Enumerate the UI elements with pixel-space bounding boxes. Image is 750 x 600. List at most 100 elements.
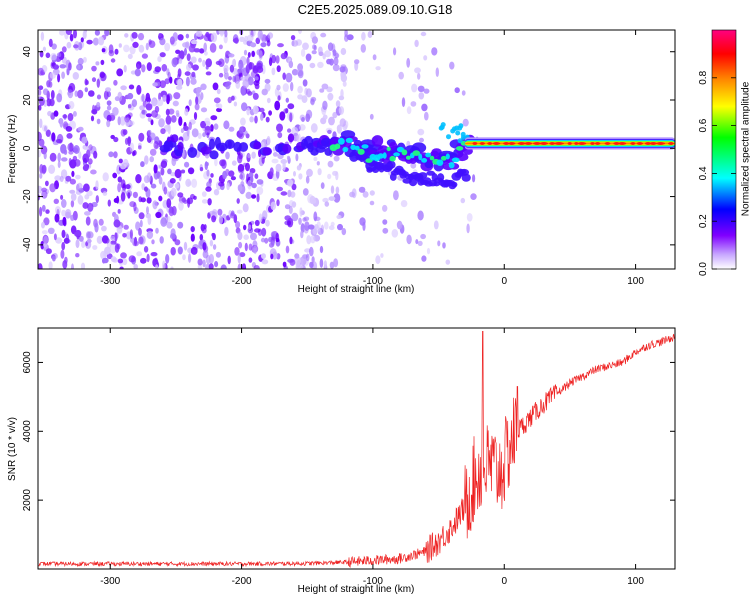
spectrogram-signal-cell	[479, 142, 485, 145]
spectrogram-cell	[271, 158, 279, 164]
spectrogram-cell	[339, 118, 346, 127]
spectrogram-cell	[45, 129, 51, 137]
spectrogram-cell	[327, 42, 334, 51]
spectrogram-cell	[288, 60, 294, 69]
spectrogram-cell	[310, 98, 315, 106]
spectrogram-cell	[177, 192, 184, 198]
spectrogram-cell	[59, 30, 65, 36]
spectrogram-signal-cell	[451, 181, 458, 188]
spectrogram-cell	[85, 216, 91, 226]
snr-panel: -300 -200 -100 0 100 2000 4000 6000 Height of …	[7, 327, 676, 595]
spectrogram-cell	[96, 94, 102, 100]
spectrogram-cell	[78, 235, 84, 242]
spectrogram-cell	[218, 58, 225, 67]
spectrogram-signal-cell	[445, 153, 450, 160]
spectrogram-cell	[66, 41, 72, 49]
spectrogram-cell	[106, 105, 112, 111]
spectrogram-signal-cell	[418, 153, 423, 161]
spectrogram-cell	[382, 204, 388, 212]
spectrogram-cell	[172, 32, 178, 42]
spectrogram-cell	[81, 136, 88, 144]
spectrogram-cell	[261, 253, 266, 259]
spectrogram-cell	[80, 262, 86, 269]
spectrogram-signal-cell	[350, 144, 357, 150]
spectrogram-cell	[271, 67, 276, 76]
spectrogram-cell	[155, 227, 159, 234]
spectrogram-cell	[38, 185, 43, 194]
spectrogram-cell	[158, 92, 162, 101]
spectrogram-signal-cell	[408, 178, 418, 187]
spectrogram-cell	[282, 161, 286, 171]
spectrogram-cell	[305, 53, 312, 62]
spectrogram-cell	[237, 163, 245, 172]
spectrogram-cell	[116, 243, 121, 250]
spectrogram-signal-cell	[590, 142, 595, 145]
spectrogram-cell	[113, 79, 118, 86]
spectrogram-cell	[95, 180, 99, 190]
spectrogram-cell	[410, 101, 417, 107]
spectrogram-cell	[210, 115, 218, 121]
spectrogram-cell	[466, 223, 470, 234]
spectrogram-cell	[56, 139, 63, 144]
spectrogram-cell	[197, 132, 202, 139]
spectrogram-cell	[299, 207, 303, 218]
spectrogram-cell	[170, 187, 177, 197]
spectrogram-cell	[141, 53, 148, 59]
spectrogram-cell	[337, 223, 343, 231]
spectrogram-cell	[244, 242, 248, 252]
spectrogram-cell	[39, 172, 43, 179]
spectrogram-cell	[113, 151, 118, 159]
spectrogram-cell	[185, 41, 190, 49]
spectrogram-cell	[269, 167, 274, 176]
spectrogram-cell	[49, 183, 56, 193]
spectrogram-cell	[289, 236, 293, 245]
spectrogram-cell	[149, 148, 157, 156]
spectrogram-cell	[166, 221, 173, 229]
spectrogram-cell	[253, 265, 260, 269]
spectrogram-cell	[417, 210, 424, 221]
spectrogram-cell	[128, 84, 135, 90]
spectrogram-cell	[48, 164, 56, 174]
spectrogram-cell	[59, 175, 64, 182]
spectrogram-cell	[47, 227, 55, 234]
spectrogram-cell	[155, 211, 162, 219]
spectrogram-cell	[291, 212, 299, 222]
spectrogram-cell	[212, 233, 216, 241]
spectrogram-cell	[449, 61, 455, 70]
spectrogram-signal-cell	[389, 155, 396, 162]
spectrogram-cell	[129, 120, 135, 126]
spectrogram-cell	[437, 240, 441, 247]
spectrogram-cell	[298, 173, 303, 180]
spectrogram-y-tick-label: -20	[22, 189, 33, 204]
spectrogram-cell	[295, 153, 299, 162]
spectrogram-cell	[99, 71, 106, 79]
spectrogram-cell	[339, 66, 346, 73]
spectrogram-cell	[55, 237, 63, 244]
spectrogram-cell	[332, 49, 337, 57]
spectrogram-cell	[78, 151, 82, 159]
spectrogram-signal-cell	[393, 152, 400, 157]
spectrogram-cell	[47, 110, 52, 117]
spectrogram-cell	[414, 39, 419, 48]
spectrogram-cell	[107, 199, 112, 207]
spectrogram-cell	[225, 151, 230, 160]
spectrogram-cell	[50, 52, 57, 61]
spectrogram-cell	[417, 72, 421, 80]
spectrogram-cell	[328, 196, 336, 202]
spectrogram-cell	[131, 32, 138, 39]
spectrogram-cell	[332, 64, 340, 72]
spectrogram-cell	[178, 201, 184, 211]
spectrogram-cell	[285, 72, 293, 83]
spectrogram-cell	[193, 48, 201, 53]
spectrogram-cell	[128, 255, 136, 263]
spectrogram-cell	[177, 34, 184, 41]
spectrogram-cell	[180, 169, 186, 174]
spectrogram-x-label: Height of straight line (km)	[298, 284, 415, 295]
spectrogram-cell	[249, 168, 256, 174]
spectrogram-cell	[110, 235, 116, 241]
spectrogram-cell	[191, 178, 198, 188]
spectrogram-cell	[186, 63, 192, 71]
spectrogram-cell	[342, 81, 347, 87]
spectrogram-cell	[122, 129, 128, 136]
spectrogram-cell	[61, 71, 65, 79]
